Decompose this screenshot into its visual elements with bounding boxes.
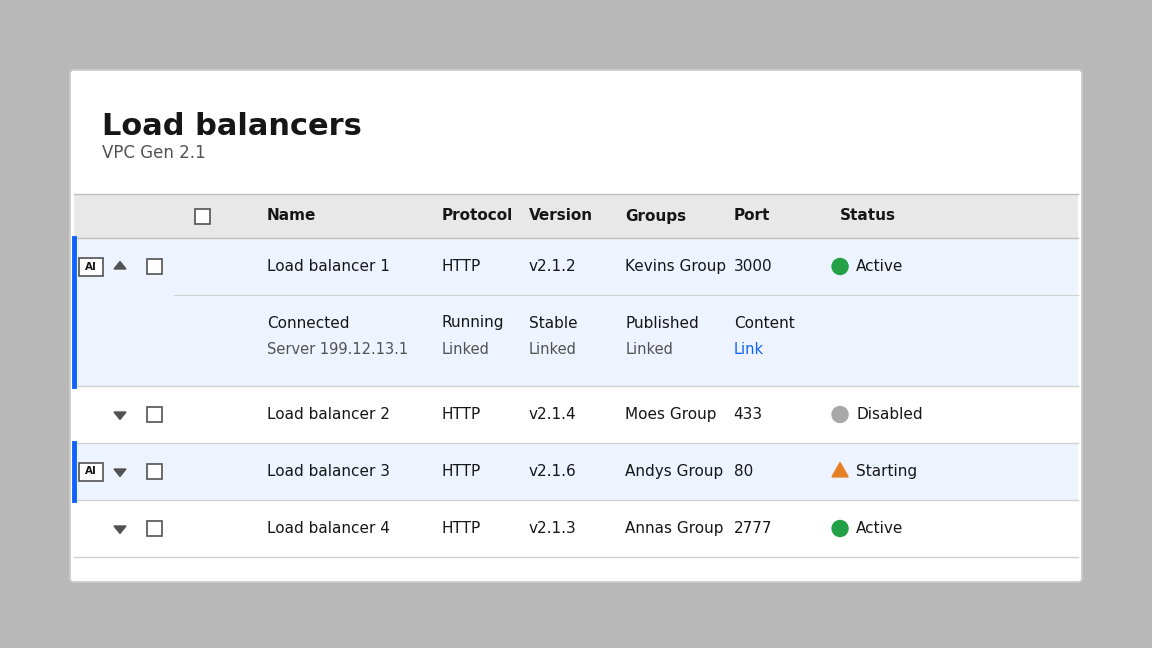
Text: 2777: 2777	[734, 521, 772, 536]
Text: 433: 433	[734, 407, 763, 422]
Text: AI: AI	[85, 262, 97, 272]
Circle shape	[832, 520, 848, 537]
Polygon shape	[114, 526, 126, 533]
Text: Name: Name	[267, 209, 316, 224]
Text: Load balancer 2: Load balancer 2	[267, 407, 389, 422]
Text: Disabled: Disabled	[856, 407, 923, 422]
Text: Published: Published	[626, 316, 699, 330]
Text: Groups: Groups	[626, 209, 687, 224]
Bar	[146, 521, 161, 536]
Text: Load balancer 3: Load balancer 3	[267, 464, 389, 479]
Text: Stable: Stable	[529, 316, 577, 330]
Text: Load balancer 1: Load balancer 1	[267, 259, 389, 274]
Bar	[74, 386, 1078, 443]
Text: Load balancer 4: Load balancer 4	[267, 521, 389, 536]
Bar	[74, 238, 1078, 386]
Text: VPC Gen 2.1: VPC Gen 2.1	[103, 144, 205, 162]
Bar	[195, 209, 210, 224]
Bar	[74, 194, 1078, 238]
Polygon shape	[114, 262, 126, 269]
Text: Server 199.12.13.1: Server 199.12.13.1	[267, 341, 408, 356]
Bar	[79, 257, 103, 275]
Text: Kevins Group: Kevins Group	[626, 259, 726, 274]
Text: Link: Link	[734, 341, 764, 356]
Text: Port: Port	[734, 209, 770, 224]
Text: Content: Content	[734, 316, 795, 330]
Bar	[79, 463, 103, 481]
Circle shape	[832, 259, 848, 275]
FancyBboxPatch shape	[70, 70, 1082, 582]
Bar	[146, 407, 161, 422]
Text: Load balancers: Load balancers	[103, 112, 362, 141]
Text: v2.1.4: v2.1.4	[529, 407, 576, 422]
Text: Annas Group: Annas Group	[626, 521, 723, 536]
Bar	[74, 500, 1078, 557]
Text: Version: Version	[529, 209, 593, 224]
Text: Running: Running	[441, 316, 503, 330]
Polygon shape	[832, 463, 848, 477]
Text: HTTP: HTTP	[441, 259, 480, 274]
Text: v2.1.2: v2.1.2	[529, 259, 576, 274]
Text: 3000: 3000	[734, 259, 772, 274]
Bar	[146, 464, 161, 479]
Polygon shape	[114, 469, 126, 476]
Circle shape	[832, 406, 848, 422]
Bar	[146, 259, 161, 274]
Text: HTTP: HTTP	[441, 521, 480, 536]
Polygon shape	[114, 412, 126, 419]
Text: 80: 80	[734, 464, 753, 479]
Text: Andys Group: Andys Group	[626, 464, 723, 479]
Text: Linked: Linked	[529, 341, 577, 356]
Text: HTTP: HTTP	[441, 464, 480, 479]
Text: HTTP: HTTP	[441, 407, 480, 422]
Text: Active: Active	[856, 521, 903, 536]
Text: AI: AI	[85, 467, 97, 476]
Text: Moes Group: Moes Group	[626, 407, 717, 422]
Text: Connected: Connected	[267, 316, 349, 330]
Text: v2.1.3: v2.1.3	[529, 521, 576, 536]
Text: Active: Active	[856, 259, 903, 274]
Bar	[74, 443, 1078, 500]
Text: Starting: Starting	[856, 464, 917, 479]
Text: Status: Status	[840, 209, 896, 224]
Text: Linked: Linked	[626, 341, 673, 356]
Text: Protocol: Protocol	[441, 209, 513, 224]
Text: v2.1.6: v2.1.6	[529, 464, 576, 479]
Text: Linked: Linked	[441, 341, 490, 356]
